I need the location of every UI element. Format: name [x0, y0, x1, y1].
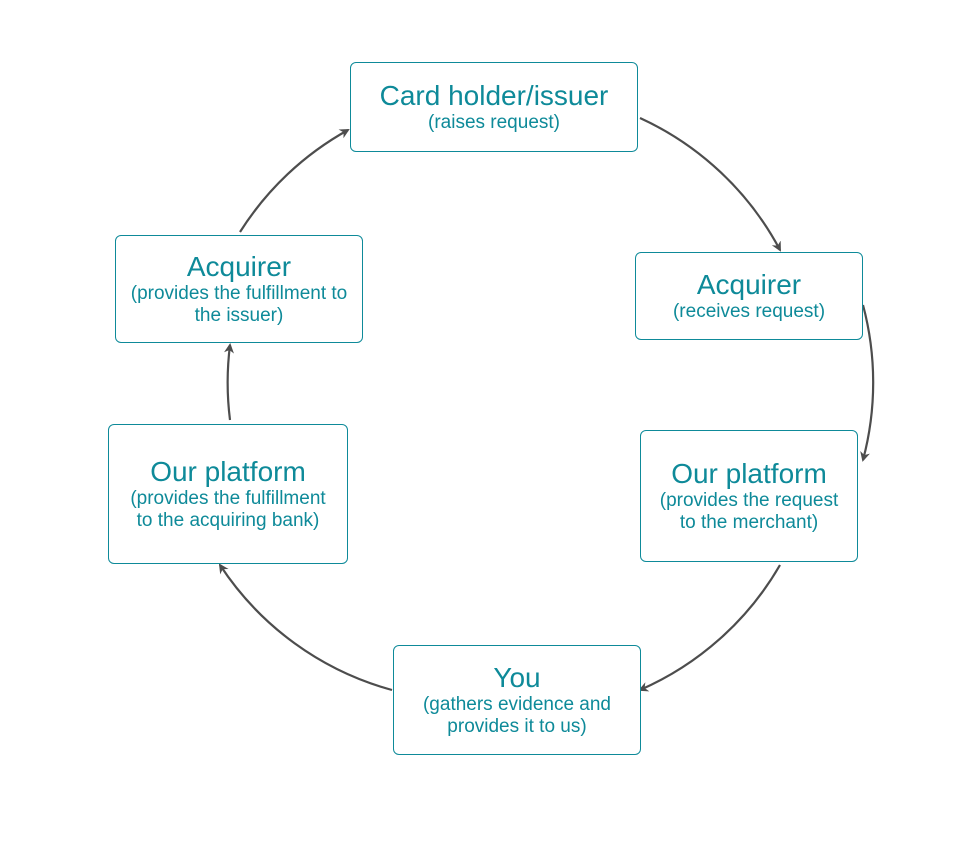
node-title: You: [493, 662, 540, 694]
flow-node-n5: Our platform(provides the fulfillment to…: [108, 424, 348, 564]
node-title: Acquirer: [697, 269, 801, 301]
node-title: Acquirer: [187, 251, 291, 283]
flow-node-n1: Card holder/issuer(raises request): [350, 62, 638, 152]
edge-n2-n3: [863, 305, 873, 460]
flow-node-n4: You(gathers evidence and provides it to …: [393, 645, 641, 755]
diagram-stage: Card holder/issuer(raises request) Acquir…: [0, 0, 970, 846]
node-subtitle: (provides the fulfillment to the acquiri…: [123, 488, 333, 532]
flow-node-n6: Acquirer(provides the fulfillment to the…: [115, 235, 363, 343]
node-title: Our platform: [150, 456, 306, 488]
flow-node-n2: Acquirer(receives request): [635, 252, 863, 340]
node-title: Card holder/issuer: [380, 80, 609, 112]
flow-node-n3: Our platform(provides the request to the…: [640, 430, 858, 562]
node-subtitle: (provides the request to the merchant): [655, 490, 843, 534]
edge-n1-n2: [640, 118, 780, 250]
edge-n6-n1: [240, 130, 348, 232]
edge-n3-n4: [640, 565, 780, 690]
node-subtitle: (gathers evidence and provides it to us): [408, 694, 626, 738]
edge-n5-n6: [228, 345, 230, 420]
node-title: Our platform: [671, 458, 827, 490]
edge-group: [220, 118, 873, 690]
node-subtitle: (raises request): [428, 112, 560, 134]
node-subtitle: (provides the fulfillment to the issuer): [130, 283, 348, 327]
node-subtitle: (receives request): [673, 301, 825, 323]
edge-n4-n5: [220, 565, 392, 690]
